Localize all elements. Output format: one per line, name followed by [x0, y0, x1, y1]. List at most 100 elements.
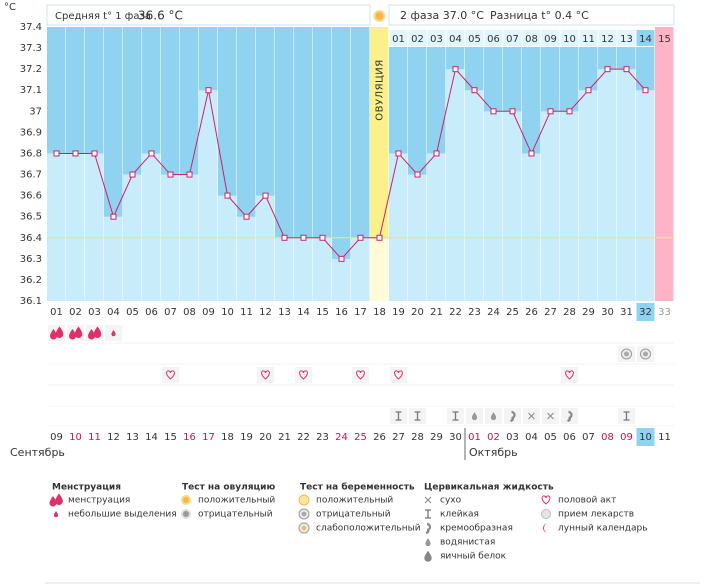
legend-icon	[298, 494, 310, 506]
pregnancy-negative-inner	[624, 351, 629, 357]
x-tick-label: 21	[430, 307, 443, 318]
bar	[256, 195, 275, 301]
heart	[541, 495, 551, 505]
drop	[69, 329, 76, 340]
date-label: 29	[430, 432, 443, 443]
drop-pair	[55, 326, 64, 339]
legend-item: отрицательный	[198, 510, 273, 520]
date-label: 21	[278, 432, 291, 443]
x-tick-label: 14	[297, 307, 310, 318]
legend-icon	[425, 522, 432, 535]
column-top	[351, 27, 370, 301]
phase2-label: 2 фаза 37.0 °C	[400, 9, 484, 22]
drop	[490, 412, 497, 421]
bar	[218, 195, 237, 301]
dry	[547, 412, 554, 420]
day-symbol	[414, 411, 421, 421]
date-label: 14	[145, 432, 158, 443]
phase2-day: 15	[658, 34, 671, 45]
temperature-point	[53, 150, 60, 157]
phase2-cell	[465, 30, 484, 46]
day-symbol	[471, 412, 478, 421]
legend-title: Менструация	[52, 483, 121, 493]
bar	[446, 69, 465, 302]
bar	[275, 237, 294, 301]
legend-icon	[49, 493, 63, 507]
drop	[88, 329, 95, 340]
legend-item: сухо	[440, 496, 462, 506]
pregnancy-negative-inner	[301, 511, 307, 517]
phase2-cell	[655, 30, 674, 46]
bar	[579, 90, 598, 301]
ovulation-label: ОВУЛЯЦИЯ	[375, 59, 386, 121]
bar	[85, 153, 104, 301]
temperature-point	[129, 171, 136, 178]
date-label: 09	[50, 432, 63, 443]
sticky	[395, 411, 402, 421]
symbol-cell	[352, 367, 369, 383]
x-tick-label: 04	[107, 307, 120, 318]
legend-item: менструация	[68, 496, 130, 506]
column-top	[294, 27, 313, 301]
date-label: 13	[126, 432, 139, 443]
bar	[484, 111, 503, 301]
watery	[425, 538, 431, 547]
moon	[543, 523, 548, 533]
drop-pair	[49, 496, 57, 507]
phase2-cell	[389, 30, 408, 46]
day-symbol	[166, 370, 175, 380]
date-label: 22	[297, 432, 310, 443]
legend-item: отрицательный	[316, 510, 391, 520]
date-label: 07	[582, 432, 595, 443]
y-tick-label: 36.8	[20, 148, 42, 159]
phase2-cell	[522, 30, 541, 46]
date-label: 26	[373, 432, 386, 443]
bar	[541, 111, 560, 301]
drop	[55, 326, 64, 339]
x-tick-label: 03	[88, 307, 101, 318]
x-tick-label: 02	[69, 307, 82, 318]
day-symbol	[111, 330, 116, 337]
legend-title: Тест на беременность	[300, 482, 415, 493]
phase2-cell	[503, 30, 522, 46]
temperature-line	[56, 68, 646, 260]
legend-icon	[424, 496, 432, 504]
heart	[261, 370, 270, 380]
phase2-day: 05	[468, 34, 481, 45]
phase2-day: 08	[525, 34, 538, 45]
x-tick-label: 33	[658, 307, 671, 318]
legend-item: прием лекарств	[558, 510, 634, 520]
period-column	[655, 27, 674, 301]
symbol-cell	[561, 408, 578, 424]
legend-item: положительный	[316, 496, 393, 506]
creamy	[425, 522, 432, 535]
date-label: 15	[164, 432, 177, 443]
phase2-cell	[446, 30, 465, 46]
x-tick-label: 12	[259, 307, 272, 318]
creamy	[567, 410, 573, 423]
temperature-point	[91, 150, 98, 157]
ovulation-negative	[181, 509, 191, 519]
month-label: Сентябрь	[10, 446, 65, 459]
phase2-day: 07	[506, 34, 519, 45]
phase2-day: 01	[392, 34, 405, 45]
phase2-day: 12	[601, 34, 614, 45]
legend-item: небольшие выделения	[68, 510, 177, 520]
sticky	[452, 411, 459, 421]
sticky	[425, 509, 431, 519]
medication	[541, 509, 551, 519]
symbol-cell	[504, 408, 521, 424]
drop	[111, 330, 116, 337]
temperature-point	[604, 66, 611, 73]
phase2-day: 06	[487, 34, 500, 45]
x-tick-label: 17	[354, 307, 367, 318]
temperature-point	[167, 171, 174, 178]
bar	[237, 216, 256, 301]
heart	[394, 370, 403, 380]
date-label: 16	[183, 432, 196, 443]
date-label: 12	[107, 432, 120, 443]
date-label: 10	[639, 432, 652, 443]
day-symbol	[88, 326, 102, 340]
heart	[299, 370, 308, 380]
day-symbol	[394, 370, 403, 380]
